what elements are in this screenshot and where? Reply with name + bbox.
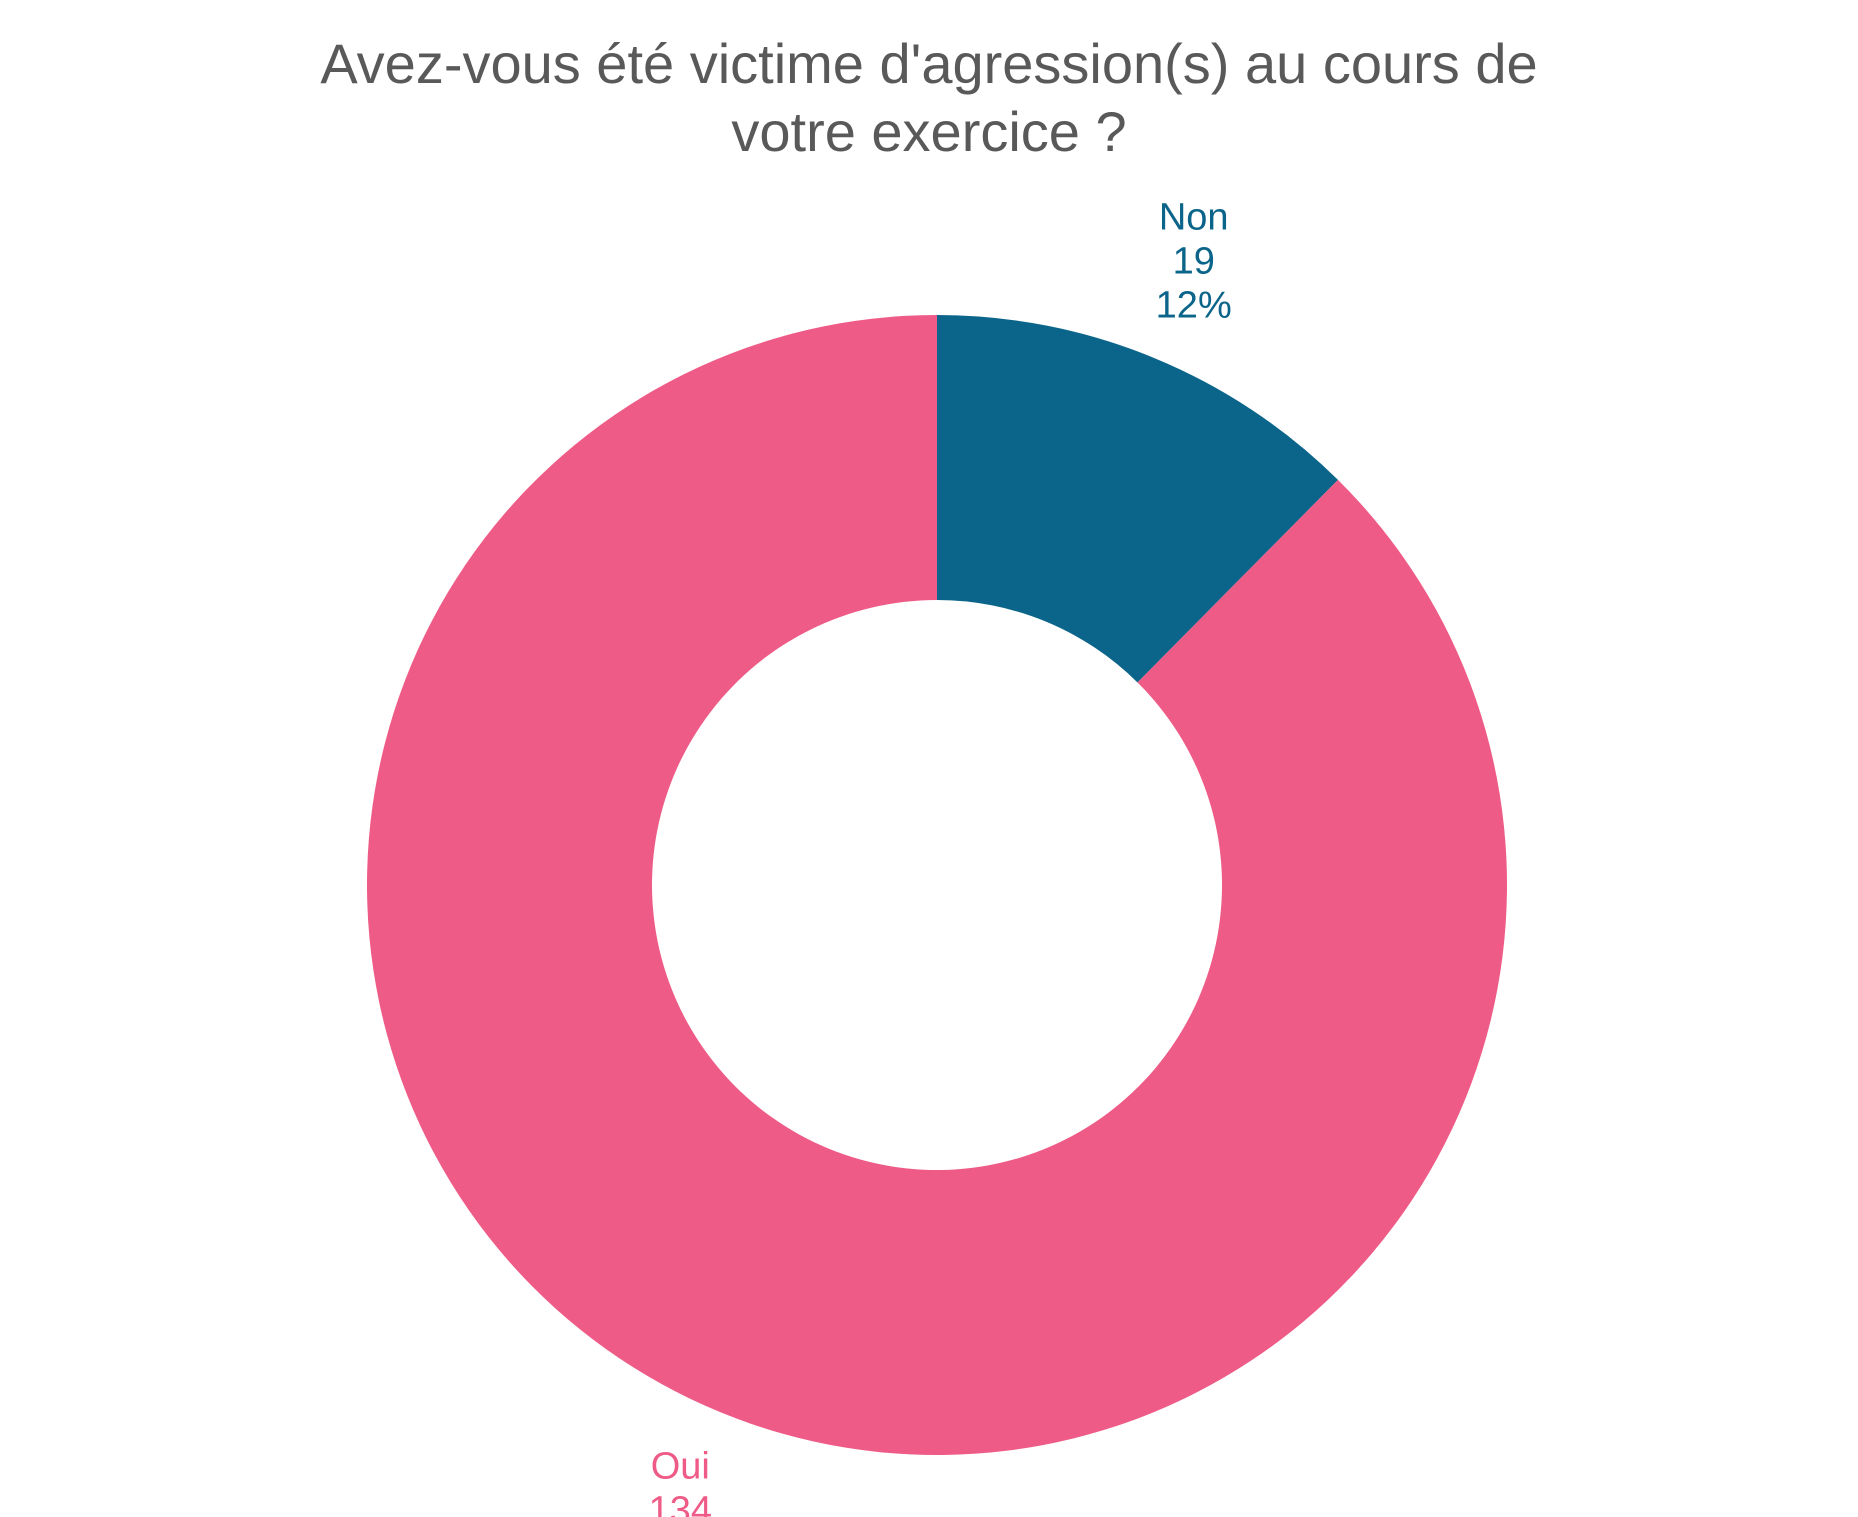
slice-label-percent-non: 12% (1156, 285, 1232, 327)
slice-label-name-oui: Oui (651, 1445, 710, 1487)
chart-title-line-1: Avez-vous été victime d'agression(s) au … (320, 32, 1538, 95)
slice-label-oui: Oui13488% (649, 1445, 712, 1517)
donut-slices (366, 315, 1508, 1455)
slice-label-value-oui: 134 (649, 1489, 712, 1517)
donut-slice-non (937, 315, 1338, 683)
donut-slice-oui (366, 315, 1508, 1455)
slice-label-name-non: Non (1159, 197, 1229, 239)
chart-title: Avez-vous été victime d'agression(s) au … (0, 30, 1858, 166)
slice-label-value-non: 19 (1173, 241, 1215, 283)
chart-title-line-2: votre exercice ? (731, 100, 1127, 163)
